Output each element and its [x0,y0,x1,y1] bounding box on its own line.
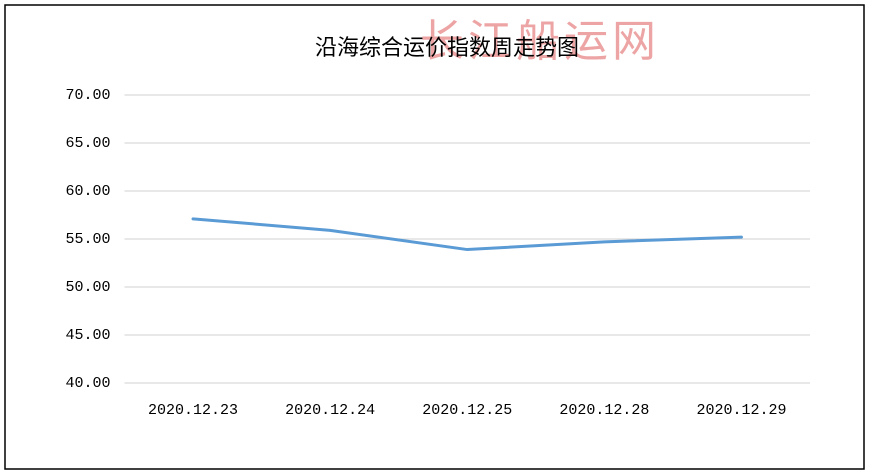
y-tick-label: 45.00 [65,327,110,344]
y-tick-label: 65.00 [65,135,110,152]
y-tick-label: 40.00 [65,375,110,392]
series-line [191,217,743,252]
y-tick-label: 55.00 [65,231,110,248]
chart-title: 沿海综合运价指数周走势图 [315,35,579,60]
x-tick-label: 2020.12.29 [696,402,786,419]
y-tick-label: 50.00 [65,279,110,296]
x-tick-label: 2020.12.25 [422,402,512,419]
watermark: 长江船运网 [420,17,660,66]
x-tick-label: 2020.12.28 [559,402,649,419]
x-tick-label: 2020.12.23 [148,402,238,419]
y-tick-label: 70.00 [65,87,110,104]
x-tick-label: 2020.12.24 [285,402,375,419]
y-tick-label: 60.00 [65,183,110,200]
